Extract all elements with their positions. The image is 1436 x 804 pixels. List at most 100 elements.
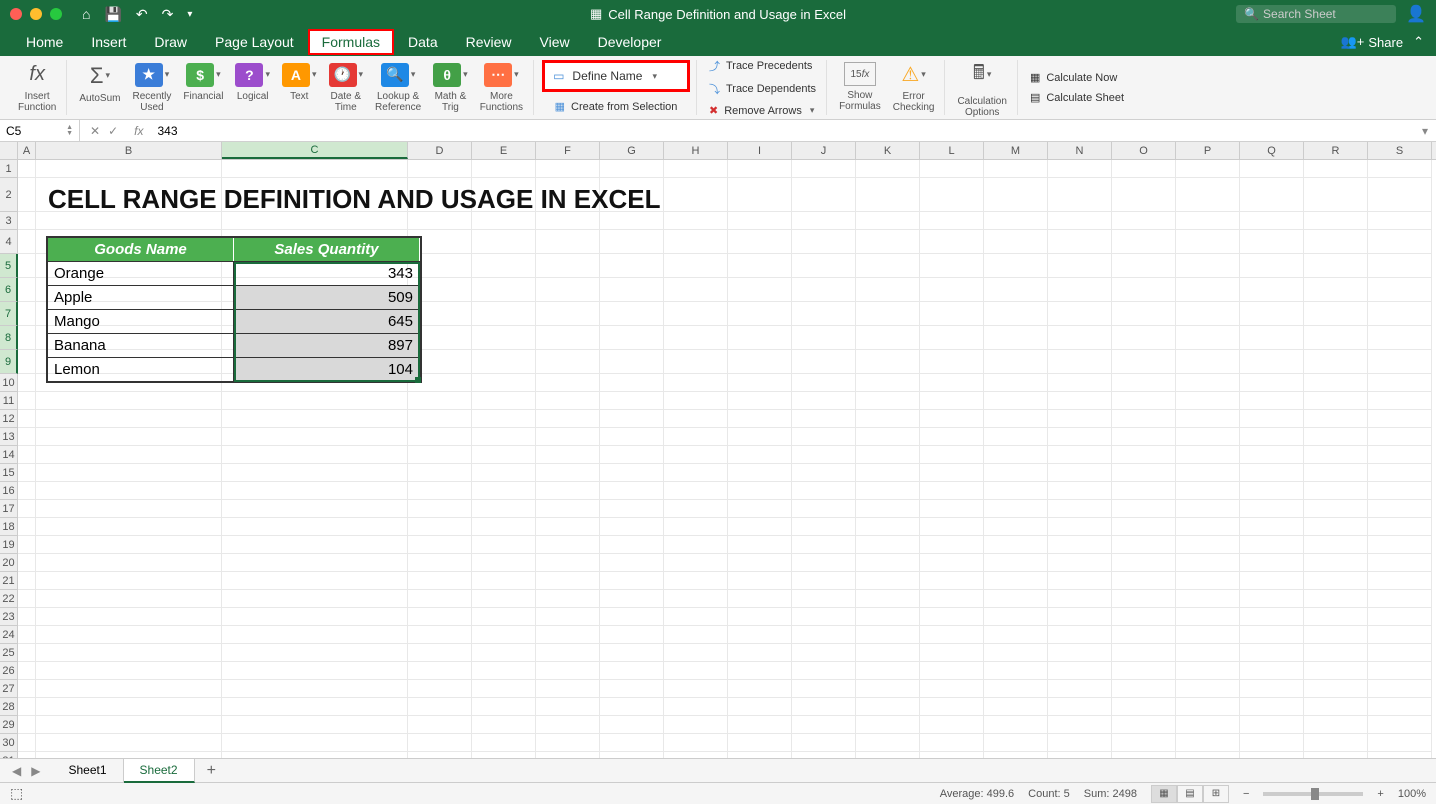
- cell-F16[interactable]: [536, 482, 600, 500]
- cell-I17[interactable]: [728, 500, 792, 518]
- cell-H28[interactable]: [664, 698, 728, 716]
- row-header-2[interactable]: 2: [0, 178, 18, 212]
- cell-J15[interactable]: [792, 464, 856, 482]
- column-header-C[interactable]: C: [222, 142, 408, 159]
- cell-J4[interactable]: [792, 230, 856, 254]
- cell-L19[interactable]: [920, 536, 984, 554]
- cell-S29[interactable]: [1368, 716, 1432, 734]
- cell-A6[interactable]: [18, 278, 36, 302]
- cell-R23[interactable]: [1304, 608, 1368, 626]
- cell-C19[interactable]: [222, 536, 408, 554]
- cell-L10[interactable]: [920, 374, 984, 392]
- cell-F19[interactable]: [536, 536, 600, 554]
- cell-S3[interactable]: [1368, 212, 1432, 230]
- row-header-20[interactable]: 20: [0, 554, 18, 572]
- cell-P1[interactable]: [1176, 160, 1240, 178]
- create-from-selection-button[interactable]: ▦ Create from Selection: [551, 98, 682, 115]
- cell-I12[interactable]: [728, 410, 792, 428]
- cell-J10[interactable]: [792, 374, 856, 392]
- cell-F1[interactable]: [536, 160, 600, 178]
- cell-M26[interactable]: [984, 662, 1048, 680]
- cell-I2[interactable]: [728, 178, 792, 212]
- cell-H18[interactable]: [664, 518, 728, 536]
- cell-H17[interactable]: [664, 500, 728, 518]
- column-header-K[interactable]: K: [856, 142, 920, 159]
- cell-D16[interactable]: [408, 482, 472, 500]
- cell-A19[interactable]: [18, 536, 36, 554]
- cell-S23[interactable]: [1368, 608, 1432, 626]
- cell-D1[interactable]: [408, 160, 472, 178]
- cell-K26[interactable]: [856, 662, 920, 680]
- cell-O5[interactable]: [1112, 254, 1176, 278]
- cell-N20[interactable]: [1048, 554, 1112, 572]
- cell-F31[interactable]: [536, 752, 600, 758]
- cell-D25[interactable]: [408, 644, 472, 662]
- cell-L1[interactable]: [920, 160, 984, 178]
- cell-P21[interactable]: [1176, 572, 1240, 590]
- cell-E25[interactable]: [472, 644, 536, 662]
- cell-M27[interactable]: [984, 680, 1048, 698]
- cell-P20[interactable]: [1176, 554, 1240, 572]
- cell-N24[interactable]: [1048, 626, 1112, 644]
- cell-E1[interactable]: [472, 160, 536, 178]
- cell-J20[interactable]: [792, 554, 856, 572]
- cell-A14[interactable]: [18, 446, 36, 464]
- cell-N18[interactable]: [1048, 518, 1112, 536]
- cell-O27[interactable]: [1112, 680, 1176, 698]
- ribbon-tab-home[interactable]: Home: [12, 29, 77, 55]
- cell-P12[interactable]: [1176, 410, 1240, 428]
- cell-K10[interactable]: [856, 374, 920, 392]
- cell-J31[interactable]: [792, 752, 856, 758]
- cell-N16[interactable]: [1048, 482, 1112, 500]
- cell-R15[interactable]: [1304, 464, 1368, 482]
- cell-G6[interactable]: [600, 278, 664, 302]
- page-layout-view-button[interactable]: ▤: [1177, 785, 1203, 803]
- cell-L17[interactable]: [920, 500, 984, 518]
- row-header-29[interactable]: 29: [0, 716, 18, 734]
- cell-J14[interactable]: [792, 446, 856, 464]
- cell-O14[interactable]: [1112, 446, 1176, 464]
- cell-A15[interactable]: [18, 464, 36, 482]
- cell-K16[interactable]: [856, 482, 920, 500]
- cell-S5[interactable]: [1368, 254, 1432, 278]
- cell-P29[interactable]: [1176, 716, 1240, 734]
- cell-K4[interactable]: [856, 230, 920, 254]
- cell-J13[interactable]: [792, 428, 856, 446]
- cell-H20[interactable]: [664, 554, 728, 572]
- cell-A17[interactable]: [18, 500, 36, 518]
- cell-M2[interactable]: [984, 178, 1048, 212]
- cell-K8[interactable]: [856, 326, 920, 350]
- ribbon-tab-page-layout[interactable]: Page Layout: [201, 29, 308, 55]
- cell-F18[interactable]: [536, 518, 600, 536]
- cell-I21[interactable]: [728, 572, 792, 590]
- cell-R6[interactable]: [1304, 278, 1368, 302]
- cell-N17[interactable]: [1048, 500, 1112, 518]
- cell-F11[interactable]: [536, 392, 600, 410]
- cell-K5[interactable]: [856, 254, 920, 278]
- cell-G25[interactable]: [600, 644, 664, 662]
- cell-O29[interactable]: [1112, 716, 1176, 734]
- cell-I9[interactable]: [728, 350, 792, 374]
- cell-P27[interactable]: [1176, 680, 1240, 698]
- cell-N6[interactable]: [1048, 278, 1112, 302]
- cell-I30[interactable]: [728, 734, 792, 752]
- cell-D28[interactable]: [408, 698, 472, 716]
- cell-K2[interactable]: [856, 178, 920, 212]
- cell-H14[interactable]: [664, 446, 728, 464]
- row-header-4[interactable]: 4: [0, 230, 18, 254]
- cell-C23[interactable]: [222, 608, 408, 626]
- cell-A25[interactable]: [18, 644, 36, 662]
- cell-O9[interactable]: [1112, 350, 1176, 374]
- row-header-8[interactable]: 8: [0, 326, 18, 350]
- cell-R29[interactable]: [1304, 716, 1368, 734]
- cell-Q22[interactable]: [1240, 590, 1304, 608]
- cell-M12[interactable]: [984, 410, 1048, 428]
- cell-Q18[interactable]: [1240, 518, 1304, 536]
- cell-F14[interactable]: [536, 446, 600, 464]
- row-header-22[interactable]: 22: [0, 590, 18, 608]
- user-icon[interactable]: 👤: [1406, 4, 1426, 24]
- cell-F20[interactable]: [536, 554, 600, 572]
- cell-N7[interactable]: [1048, 302, 1112, 326]
- cell-I25[interactable]: [728, 644, 792, 662]
- cell-L16[interactable]: [920, 482, 984, 500]
